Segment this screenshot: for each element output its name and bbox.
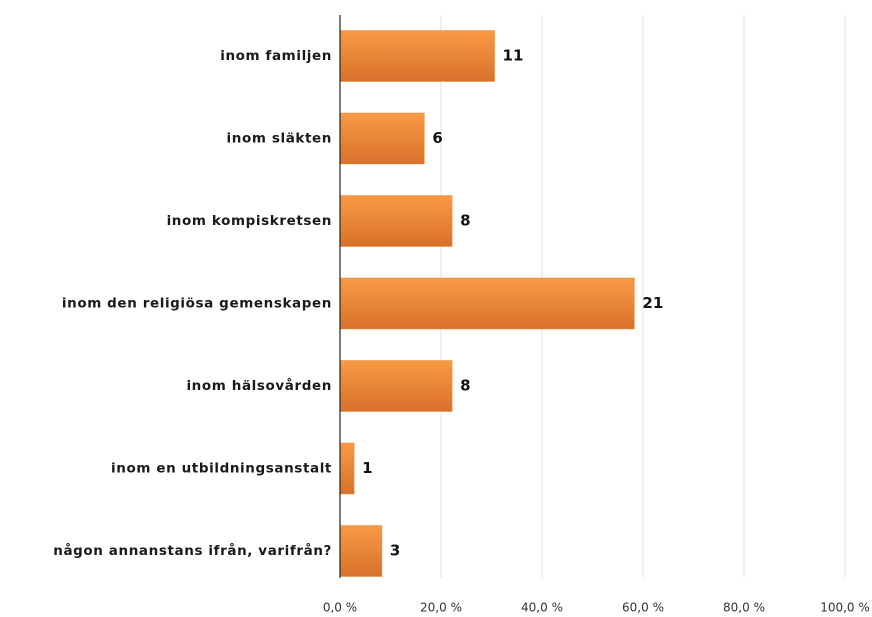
count-label: 8 — [460, 212, 470, 230]
category-label: inom hälsovården — [186, 377, 332, 394]
category-label: inom familjen — [220, 48, 332, 64]
category-label: inom den religiösa gemenskapen — [62, 296, 332, 312]
bar — [339, 195, 453, 247]
count-label: 6 — [432, 129, 442, 147]
count-label: 8 — [460, 377, 470, 395]
bar — [339, 525, 383, 577]
x-tick-label: 80,0 % — [723, 601, 765, 615]
category-label: inom kompiskretsen — [167, 213, 332, 229]
x-tick-label: 40,0 % — [521, 601, 563, 615]
x-tick-label: 60,0 % — [622, 601, 664, 615]
bar — [339, 277, 635, 330]
bar — [339, 442, 355, 495]
bar — [339, 30, 495, 82]
x-tick-label: 20,0 % — [420, 601, 462, 615]
x-tick-label: 100,0 % — [820, 601, 870, 615]
category-label: någon annanstans ifrån, varifrån? — [53, 542, 332, 559]
bar — [339, 112, 425, 165]
count-label: 21 — [642, 294, 663, 312]
count-label: 11 — [503, 47, 524, 65]
category-label: inom släkten — [227, 131, 332, 147]
x-tick-label: 0,0 % — [323, 601, 357, 615]
count-label: 1 — [362, 459, 372, 477]
category-label: inom en utbildningsanstalt — [111, 461, 332, 477]
bar — [339, 360, 453, 412]
count-label: 3 — [390, 542, 400, 560]
